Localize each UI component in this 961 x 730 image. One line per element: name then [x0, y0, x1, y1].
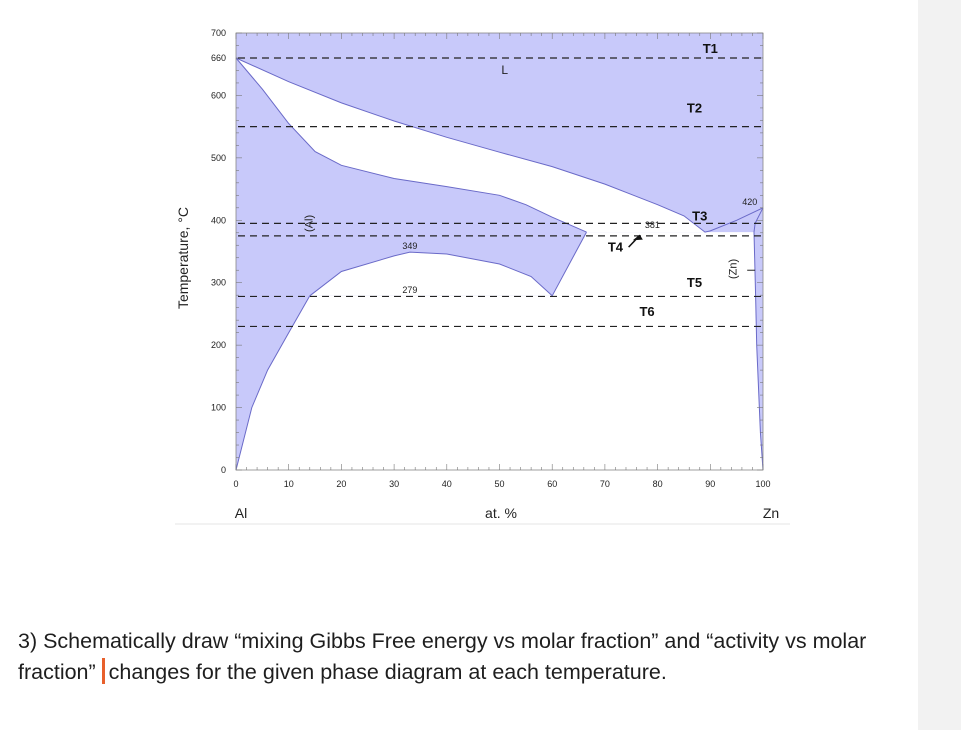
y-tick-label: 0 [221, 465, 226, 475]
liquid-al-region [236, 58, 705, 233]
x-tick-label: 80 [653, 479, 663, 489]
y-axis-label: Temperature, °C [175, 207, 191, 309]
x-tick-label: 10 [284, 479, 294, 489]
temperature-label-t4: T4 [608, 240, 624, 255]
y-tick-label: 660 [211, 53, 226, 63]
y-tick-label: 100 [211, 403, 226, 413]
question-text: 3) Schematically draw “mixing Gibbs Free… [18, 626, 898, 688]
temperature-label-t5: T5 [687, 275, 702, 290]
y-tick-label: 500 [211, 153, 226, 163]
y-tick-label: 700 [211, 28, 226, 38]
x-tick-label: 60 [547, 479, 557, 489]
x-tick-label: 20 [336, 479, 346, 489]
temperature-label-t3: T3 [692, 208, 707, 223]
phase-label-zn: (Zn) [728, 259, 740, 279]
x-tick-label: 70 [600, 479, 610, 489]
y-tick-label: 200 [211, 340, 226, 350]
liquidus-line [235, 57, 764, 233]
text-cursor [101, 658, 105, 684]
x-tick-label: 50 [494, 479, 504, 489]
temperature-label-t1: T1 [703, 41, 718, 56]
right-side-panel [918, 0, 961, 730]
plot-area: 0 10 20 30 40 50 60 70 80 90 100 0 100 200 300 400 500 60… [211, 28, 771, 489]
temperature-annotation: 279 [402, 285, 417, 295]
x-axis-label: at. % [485, 505, 517, 521]
minor-ticks [235, 32, 764, 471]
solid-two-phase-region [236, 232, 763, 470]
question-text-part-1: 3) Schematically draw “mixing Gibbs Free… [18, 629, 867, 684]
x-tick-label: 40 [442, 479, 452, 489]
eutectoid-edge-line [551, 231, 587, 297]
solidus-line [235, 57, 587, 233]
temperature-label-t6: T6 [639, 304, 654, 319]
y-tick-label: 300 [211, 278, 226, 288]
x-tick-label: 90 [705, 479, 715, 489]
x-tick-label: 30 [389, 479, 399, 489]
phase-diagram-figure: 0 10 20 30 40 50 60 70 80 90 100 0 100 200 300 400 500 60… [175, 28, 790, 525]
al-solvus-line [235, 295, 311, 471]
y-tick-label: 600 [211, 90, 226, 100]
al-solid-solution-region [236, 58, 587, 470]
temperature-label-t2: T2 [687, 100, 702, 115]
x-tick-label: 100 [755, 479, 770, 489]
y-tick-label: 400 [211, 215, 226, 225]
arrow-t4-head [632, 234, 643, 241]
phase-label-al: (Al) [303, 215, 315, 232]
temperature-annotation: 349 [402, 241, 417, 251]
x-tick-label: 0 [233, 479, 238, 489]
phase-label-liquid: L [501, 63, 508, 77]
x-left-element-label: Al [235, 505, 247, 521]
temperature-annotation: 420 [742, 197, 757, 207]
miscibility-gap-line [309, 251, 553, 297]
x-right-element-label: Zn [763, 505, 779, 521]
temperature-annotation: 381 [645, 220, 660, 230]
question-text-part-2: changes for the given phase diagram at e… [108, 660, 667, 684]
